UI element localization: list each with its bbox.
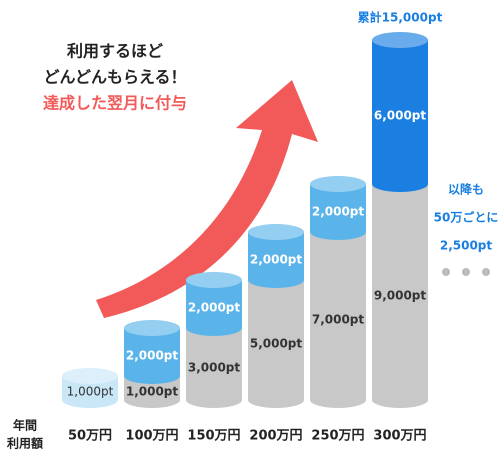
x-label: 年間 [13,418,37,433]
growth-arrow [96,80,318,318]
value-label: 2,000pt [126,349,179,363]
x-tick-label: 200万円 [249,429,302,444]
bar [186,328,242,400]
total-annotation: 累計15,000pt [358,10,443,25]
x-label: 利用額 [7,436,43,451]
cylinder-top [310,176,366,192]
headline: 利用するほど [67,42,163,61]
bar [248,280,304,400]
bar [372,184,428,400]
cylinder-top [248,224,304,240]
note: 以降も [448,182,484,197]
dot [482,268,490,276]
cylinder-top [372,32,428,48]
dot [462,268,470,276]
value-label: 7,000pt [312,313,365,327]
value-label: 2,000pt [312,205,365,219]
value-label: 3,000pt [188,361,241,375]
note: 50万ごとに [434,210,499,225]
x-tick-label: 300万円 [373,429,426,444]
value-label: 5,000pt [250,337,303,351]
x-tick-label: 250万円 [311,429,364,444]
dot [442,268,450,276]
value-label: 1,000pt [67,385,114,399]
headline: どんどんもらえる！ [43,68,186,87]
bar [372,40,428,184]
bar [310,232,366,400]
x-tick-label: 150万円 [187,429,240,444]
cylinder-top [186,272,242,288]
x-tick-label: 50万円 [68,429,112,444]
cylinder-top [124,320,180,336]
value-label: 9,000pt [374,289,427,303]
note: 2,500pt [440,239,493,253]
value-label: 1,000pt [126,385,179,399]
value-label: 6,000pt [374,109,427,123]
cylinder-top [62,368,118,384]
x-tick-label: 100万円 [125,429,178,444]
value-label: 2,000pt [188,301,241,315]
headline-red: 達成した翌月に付与 [43,94,187,113]
value-label: 2,000pt [250,253,303,267]
